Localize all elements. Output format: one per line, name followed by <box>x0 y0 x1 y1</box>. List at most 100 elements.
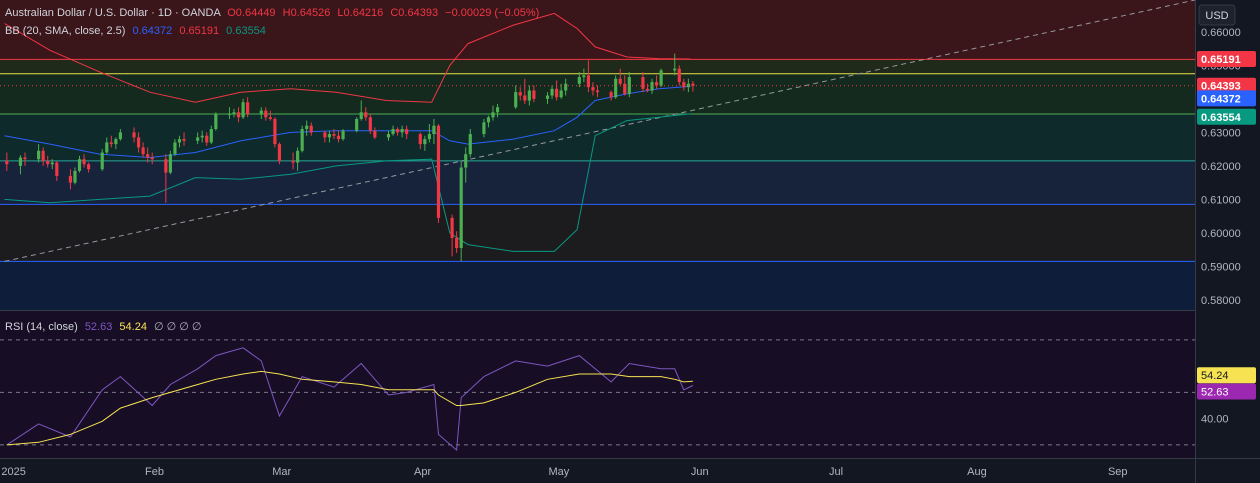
candle-body <box>141 147 145 155</box>
candle-body <box>545 95 550 99</box>
candle-body <box>277 144 282 161</box>
candle-body <box>527 90 531 101</box>
time-axis[interactable]: 2025 Feb Mar Apr May Jun Jul Aug Sep <box>0 458 1260 483</box>
candle-body <box>523 95 527 101</box>
candle-body <box>464 154 468 168</box>
candle-body <box>232 112 236 114</box>
candle-body <box>114 139 118 145</box>
candle-body <box>273 118 277 145</box>
currency-button[interactable] <box>1198 4 1236 26</box>
candle-body <box>327 134 332 138</box>
time-tick-label: 2025 <box>1 466 25 478</box>
time-axis-background <box>0 458 1195 483</box>
candle-body <box>395 129 400 133</box>
candle-body <box>623 83 627 94</box>
candle-body <box>427 134 431 140</box>
zone-band <box>0 204 1195 262</box>
candle-body <box>532 90 536 99</box>
candle-body <box>146 154 150 158</box>
candle-body <box>332 134 336 136</box>
candle-body <box>359 112 363 119</box>
price-tag[interactable] <box>1197 90 1256 107</box>
candle-body <box>586 75 591 88</box>
candle-body <box>654 82 659 86</box>
bb-legend[interactable]: BB (20, SMA, close, 2.5) 0.64372 0.65191… <box>5 25 266 37</box>
candle-body <box>109 142 113 145</box>
price-tag[interactable] <box>1197 50 1256 67</box>
rsi-tag[interactable] <box>1197 367 1256 384</box>
candle-body <box>518 92 522 96</box>
rsi-line <box>6 347 694 452</box>
candle-body <box>136 137 141 148</box>
rsi-tag[interactable] <box>1197 383 1256 400</box>
candle-body <box>659 70 663 86</box>
candle-body <box>400 129 404 133</box>
candle-body <box>391 129 395 135</box>
candle-body <box>418 134 422 145</box>
horizontal-levels <box>0 58 1195 262</box>
candle-body <box>491 112 495 118</box>
rsi-tag-label: 54.24 <box>1201 370 1229 382</box>
zone-band <box>0 160 1195 205</box>
candle-body <box>214 113 218 130</box>
candle-body <box>41 150 45 161</box>
candle-body <box>364 112 368 118</box>
candle-body <box>468 134 472 155</box>
price-tag[interactable] <box>1197 108 1256 125</box>
candle-body <box>205 135 209 143</box>
price-tick-label: 0.59000 <box>1201 261 1241 273</box>
ohlc-close: C0.64393 <box>390 7 438 19</box>
rsi-tag-label: 52.63 <box>1201 386 1229 398</box>
candle-body <box>309 125 313 133</box>
bb-upper-line <box>4 12 691 103</box>
time-tick-label: Apr <box>414 466 431 478</box>
candle-body <box>436 125 441 218</box>
candle-body <box>673 68 677 71</box>
bb-lower-value: 0.63554 <box>226 25 266 37</box>
time-tick-label: Aug <box>967 466 987 478</box>
bb-basis-value: 0.64372 <box>133 25 173 37</box>
candle-body <box>82 159 86 165</box>
zone-band <box>0 0 1195 60</box>
candle-body <box>182 139 186 141</box>
candle-body <box>177 139 182 143</box>
bollinger-bands <box>4 12 691 252</box>
time-tick-label: May <box>548 466 569 478</box>
candle-body <box>73 170 77 183</box>
price-tick-label: 0.61000 <box>1201 194 1241 206</box>
candle-body <box>609 92 613 98</box>
candle-body <box>577 77 581 84</box>
price-tag-label: 0.63554 <box>1201 112 1242 124</box>
candle-body <box>132 132 136 138</box>
candle-body <box>105 142 109 153</box>
price-tick-label: 0.60000 <box>1201 228 1241 240</box>
candle-body <box>291 160 295 163</box>
candle-body <box>23 157 27 160</box>
candle-body <box>55 162 59 176</box>
candle-body <box>259 110 263 114</box>
candle-body <box>5 160 9 165</box>
candle-body <box>227 113 232 115</box>
zone-band <box>0 261 1195 310</box>
candle-body <box>209 129 213 143</box>
ohlc-open: O0.64449 <box>227 7 275 19</box>
ohlc-change: −0.00029 (−0.05%) <box>445 7 539 19</box>
candle-body <box>591 87 595 91</box>
rsi-legend[interactable]: RSI (14, close) 52.63 54.24 ∅ ∅ ∅ ∅ <box>5 321 202 333</box>
candle-body <box>618 78 622 84</box>
candle-body <box>564 83 568 91</box>
symbol-title: Australian Dollar / U.S. Dollar · 1D · O… <box>5 7 221 19</box>
symbol-legend[interactable]: Australian Dollar / U.S. Dollar · 1D · O… <box>5 7 539 19</box>
candle-body <box>423 139 427 145</box>
price-zones <box>0 0 1195 310</box>
candle-body <box>300 129 304 151</box>
candle-body <box>550 88 554 96</box>
candle-body <box>614 78 618 98</box>
price-tick-label: 0.63000 <box>1201 127 1241 139</box>
candle-body <box>373 130 377 138</box>
price-axis[interactable]: 0.660000.650000.640000.630000.620000.610… <box>1195 0 1260 483</box>
candle-body <box>200 135 204 138</box>
time-tick-label: Mar <box>272 466 291 478</box>
candle-body <box>264 110 268 118</box>
